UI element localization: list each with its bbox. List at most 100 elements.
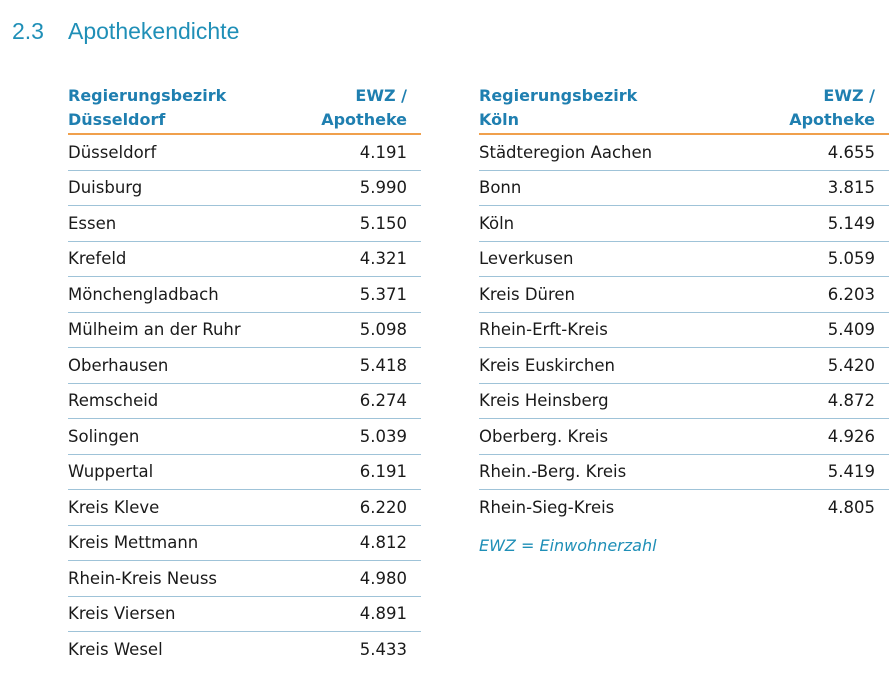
table-row: Duisburg 5.990 [68,171,421,206]
row-name: Duisburg [68,178,143,198]
row-name: Leverkusen [479,249,574,269]
table-row: Wuppertal 6.191 [68,455,421,490]
table-row: Kreis Düren 6.203 [479,277,889,313]
row-value: 4.805 [827,498,875,518]
row-name: Remscheid [68,391,159,411]
table-body: Städteregion Aachen 4.655 Bonn 3.815 Köln 5.1… [479,135,889,526]
header-region: Regierungsbezirk Düsseldorf [68,84,226,132]
row-name: Düsseldorf [68,142,157,162]
table-row: Krefeld 4.321 [68,242,421,277]
row-value: 6.203 [827,284,875,304]
section-number: 2.3 [12,18,44,44]
row-value: 6.220 [359,497,407,517]
row-name: Kreis Euskirchen [479,355,615,375]
row-value: 5.098 [359,320,407,340]
header-ewz-line1: EWZ / [823,86,875,105]
row-value: 5.059 [827,249,875,269]
header-ewz-line2: Apotheke [789,110,875,129]
row-name: Kreis Viersen [68,604,176,624]
table-row: Kreis Mettmann 4.812 [68,526,421,561]
row-name: Rhein.-Berg. Kreis [479,462,627,482]
table-row: Rhein.-Berg. Kreis 5.419 [479,455,889,490]
row-name: Kreis Mettmann [68,533,199,553]
section-title: Apothekendichte [68,18,240,44]
header-region-line1: Regierungsbezirk [68,86,227,105]
row-value: 5.409 [827,320,875,340]
row-name: Mönchengladbach [68,284,219,304]
row-value: 6.191 [359,462,407,482]
table-row: Oberhausen 5.418 [68,348,421,384]
row-name: Solingen [68,426,140,446]
row-value: 4.926 [827,426,875,446]
row-value: 5.150 [359,213,407,233]
row-name: Rhein-Kreis Neuss [68,568,218,588]
row-name: Oberberg. Kreis [479,426,609,446]
header-region-line2: Köln [479,110,519,129]
row-value: 5.420 [827,355,875,375]
table-row: Remscheid 6.274 [68,384,421,419]
row-value: 5.418 [359,355,407,375]
row-name: Krefeld [68,249,127,269]
table-row: Mülheim an der Ruhr 5.098 [68,313,421,348]
footnote: EWZ = Einwohnerzahl [479,536,657,555]
row-name: Essen [68,213,117,233]
header-region: Regierungsbezirk Köln [479,84,637,132]
header-ewz: EWZ / Apotheke [789,84,889,132]
table-koeln: Regierungsbezirk Köln EWZ / Apotheke Stä… [479,84,889,526]
table-row: Düsseldorf 4.191 [68,135,421,171]
row-name: Rhein-Sieg-Kreis [479,498,615,518]
row-name: Kreis Wesel [68,640,163,660]
row-value: 4.980 [359,568,407,588]
table-row: Leverkusen 5.059 [479,242,889,277]
table-row: Kreis Euskirchen 5.420 [479,348,889,384]
table-row: Rhein-Sieg-Kreis 4.805 [479,490,889,526]
row-value: 4.812 [359,533,407,553]
row-value: 5.371 [359,284,407,304]
row-value: 3.815 [827,178,875,198]
row-name: Kreis Heinsberg [479,391,609,411]
row-value: 4.872 [827,391,875,411]
row-name: Kreis Kleve [68,497,160,517]
row-value: 4.321 [359,249,407,269]
table-row: Essen 5.150 [68,206,421,242]
row-name: Städteregion Aachen [479,142,653,162]
table-header: Regierungsbezirk Köln EWZ / Apotheke [479,84,889,135]
row-name: Rhein-Erft-Kreis [479,320,608,340]
row-name: Oberhausen [68,355,169,375]
header-region-line2: Düsseldorf [68,110,166,129]
table-row: Solingen 5.039 [68,419,421,455]
table-row: Rhein-Erft-Kreis 5.409 [479,313,889,348]
row-value: 4.655 [827,142,875,162]
table-row: Städteregion Aachen 4.655 [479,135,889,171]
header-ewz: EWZ / Apotheke [321,84,421,132]
row-value: 5.039 [359,426,407,446]
row-name: Köln [479,213,515,233]
table-row: Köln 5.149 [479,206,889,242]
table-row: Bonn 3.815 [479,171,889,206]
table-row: Kreis Heinsberg 4.872 [479,384,889,419]
row-value: 5.990 [359,178,407,198]
row-name: Bonn [479,178,522,198]
table-row: Mönchengladbach 5.371 [68,277,421,313]
table-row: Oberberg. Kreis 4.926 [479,419,889,455]
row-name: Wuppertal [68,462,154,482]
table-duesseldorf: Regierungsbezirk Düsseldorf EWZ / Apothe… [68,84,421,668]
row-value: 5.149 [827,213,875,233]
row-name: Mülheim an der Ruhr [68,320,241,340]
row-value: 4.191 [359,142,407,162]
row-value: 4.891 [359,604,407,624]
row-value: 5.419 [827,462,875,482]
table-row: Kreis Wesel 5.433 [68,632,421,668]
table-body: Düsseldorf 4.191 Duisburg 5.990 Essen 5.150 Kr… [68,135,421,668]
table-row: Kreis Viersen 4.891 [68,597,421,632]
table-header: Regierungsbezirk Düsseldorf EWZ / Apothe… [68,84,421,135]
header-region-line1: Regierungsbezirk [479,86,638,105]
header-ewz-line2: Apotheke [321,110,407,129]
row-value: 5.433 [359,640,407,660]
row-value: 6.274 [359,391,407,411]
section-heading: 2.3 Apothekendichte [12,18,239,50]
header-ewz-line1: EWZ / [355,86,407,105]
table-row: Rhein-Kreis Neuss 4.980 [68,561,421,597]
table-row: Kreis Kleve 6.220 [68,490,421,526]
row-name: Kreis Düren [479,284,576,304]
